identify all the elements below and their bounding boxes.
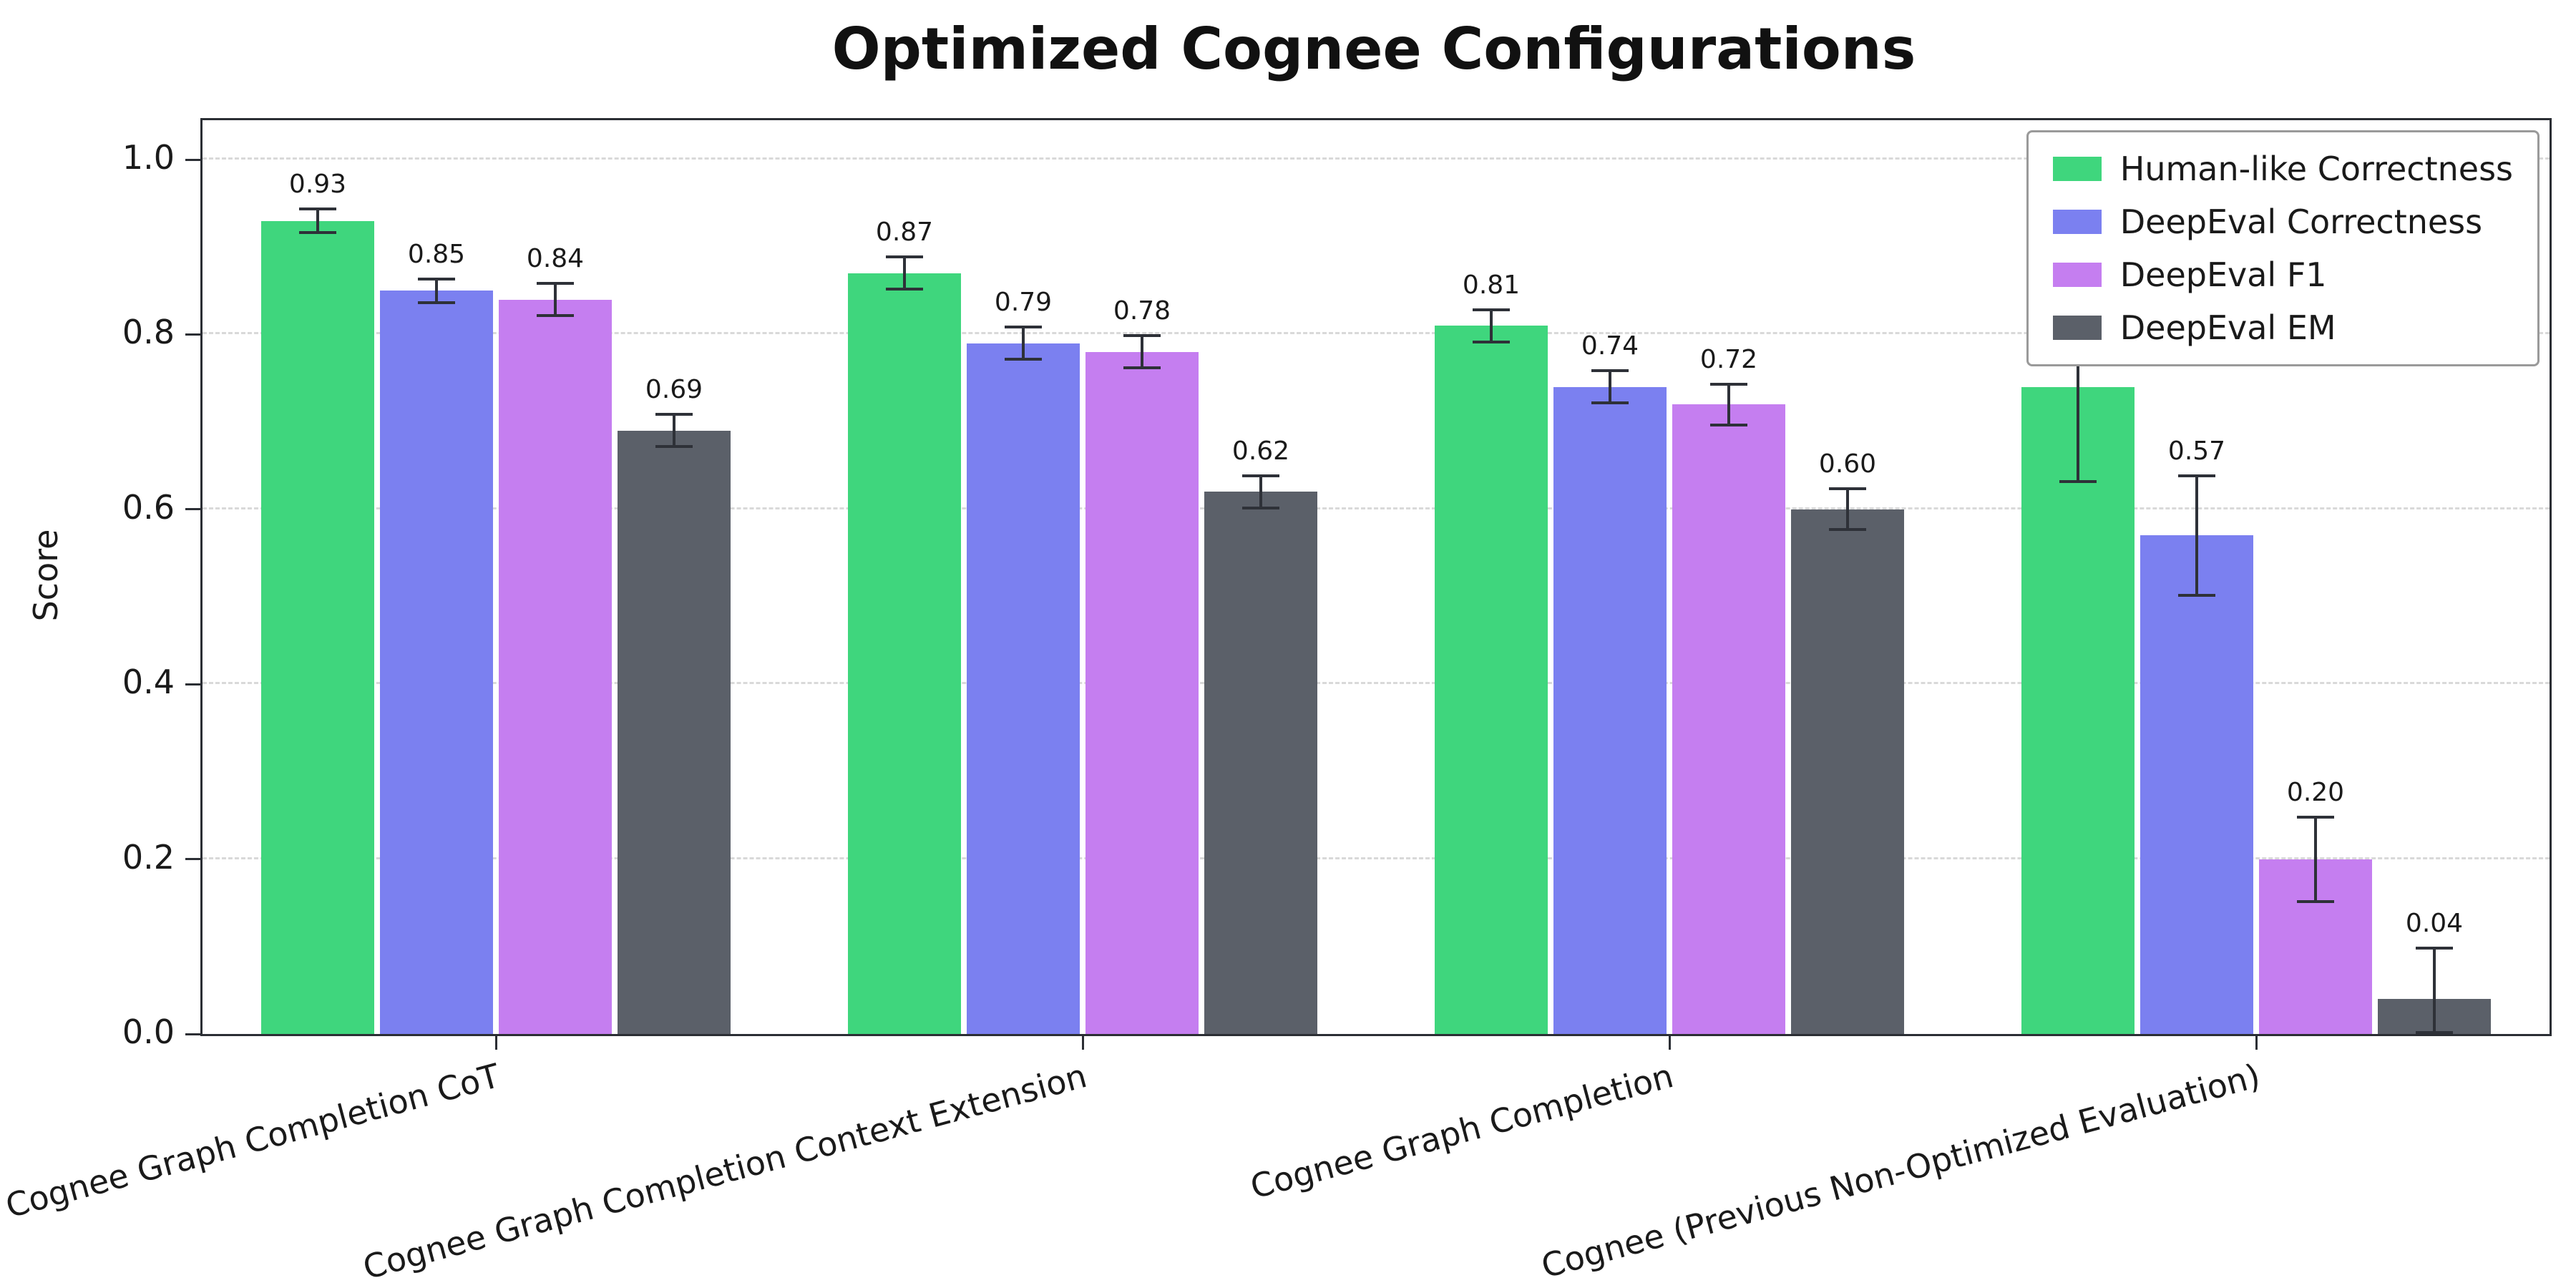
legend-item: DeepEval F1	[2052, 255, 2513, 294]
error-bar	[903, 255, 906, 291]
legend-swatch	[2052, 210, 2102, 234]
gridline	[203, 157, 2550, 160]
error-bar	[1846, 487, 1849, 532]
x-tick-mark	[2255, 1034, 2258, 1050]
plot-area: 0.93 0.85 0.84 0.69 0.87 0.79 0.78 0.62 0.81 0.74…	[185, 118, 2552, 1050]
legend: Human-like Correctness DeepEval Correctne…	[2026, 130, 2540, 366]
error-bar	[1259, 474, 1262, 509]
bar-deepeval-correctness	[380, 291, 493, 1034]
y-tick-label: 1.0	[122, 138, 175, 177]
legend-swatch	[2052, 316, 2102, 340]
error-bar	[1022, 326, 1025, 361]
legend-item: DeepEval Correctness	[2052, 203, 2513, 241]
bar-deepeval-em	[1791, 509, 1904, 1034]
y-tick-label: 0.4	[122, 663, 175, 702]
error-bar	[435, 277, 438, 304]
error-bar	[1490, 308, 1493, 343]
legend-label: DeepEval F1	[2119, 255, 2327, 294]
x-tick-label: Cognee Graph Completion	[1246, 1056, 1677, 1206]
legend-label: Human-like Correctness	[2119, 150, 2513, 188]
bar-human-like-correctness	[848, 273, 961, 1034]
x-tick-mark	[1668, 1034, 1671, 1050]
gridline	[203, 507, 2550, 509]
y-tick-label: 0.8	[122, 313, 175, 352]
legend-swatch	[2052, 263, 2102, 287]
legend-label: DeepEval EM	[2119, 308, 2336, 347]
error-bar	[2433, 946, 2436, 1034]
y-tick-mark	[185, 158, 203, 161]
bar-deepeval-em	[618, 430, 731, 1034]
bar-human-like-correctness	[2021, 386, 2135, 1034]
bar-deepeval-correctness	[2140, 535, 2253, 1034]
bar-deepeval-correctness	[967, 343, 1080, 1034]
bar-deepeval-f1	[1085, 351, 1199, 1034]
y-tick-label: 0.0	[122, 1013, 175, 1051]
chart-title: Optimized Cognee Configurations	[831, 16, 1916, 82]
error-bar	[316, 208, 319, 234]
y-tick-mark	[185, 333, 203, 336]
error-bar	[1727, 382, 1730, 426]
error-bar	[554, 282, 557, 317]
error-bar	[1609, 369, 1611, 405]
legend-item: DeepEval EM	[2052, 308, 2513, 347]
y-tick-label: 0.6	[122, 487, 175, 527]
x-tick-labels: Cognee Graph Completion CoT Cognee Graph …	[0, 1032, 2576, 1288]
x-tick-mark	[494, 1034, 497, 1050]
y-tick-mark	[185, 508, 203, 511]
gridline	[203, 332, 2550, 335]
bar-deepeval-em	[1204, 492, 1317, 1034]
error-bar	[2077, 291, 2079, 484]
y-tick-labels: 0.0 0.2 0.4 0.6 0.8 1.0	[0, 118, 200, 1048]
error-bar	[673, 413, 675, 449]
bar-human-like-correctness	[261, 220, 374, 1034]
y-tick-mark	[185, 1033, 203, 1035]
bar-deepeval-f1	[499, 299, 612, 1034]
y-tick-mark	[185, 683, 203, 686]
bar-deepeval-f1	[1672, 404, 1785, 1034]
x-tick-mark	[1081, 1034, 1084, 1050]
y-tick-mark	[185, 858, 203, 861]
bar-deepeval-correctness	[1553, 386, 1667, 1034]
gridline	[203, 682, 2550, 685]
y-tick-label: 0.2	[122, 837, 175, 877]
error-bar	[2314, 815, 2317, 903]
gridline	[203, 857, 2550, 859]
bar-human-like-correctness	[1435, 326, 1548, 1034]
legend-swatch	[2052, 157, 2102, 181]
x-tick-label: Cognee Graph Completion CoT	[1, 1056, 504, 1226]
legend-item: Human-like Correctness	[2052, 150, 2513, 188]
legend-label: DeepEval Correctness	[2119, 203, 2483, 241]
error-bar	[2195, 474, 2198, 597]
error-bar	[1141, 334, 1143, 370]
